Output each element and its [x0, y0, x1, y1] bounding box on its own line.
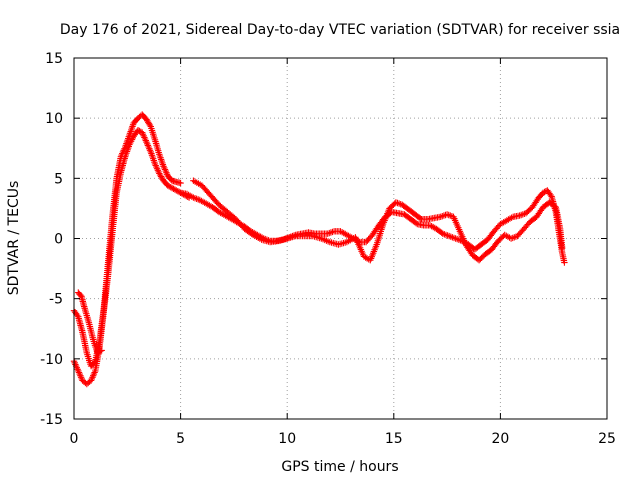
- y-tick-label: 5: [54, 171, 63, 187]
- y-tick-label: 0: [54, 232, 63, 248]
- x-tick-label: 10: [278, 431, 296, 447]
- y-tick-label: 10: [45, 111, 63, 127]
- x-tick-label: 25: [598, 431, 616, 447]
- y-tick-label: -5: [49, 292, 63, 308]
- y-tick-label: -10: [40, 352, 63, 368]
- series-sdtvar-trace-c: [75, 289, 105, 356]
- x-tick-label: 20: [491, 431, 509, 447]
- y-tick-label: 15: [45, 51, 63, 67]
- series-sdtvar-trace-e: [190, 177, 566, 264]
- y-tick-label: -15: [40, 412, 63, 428]
- tick-layer: 0 5 10 15 20 25 -15 -10 -5 0 5 10 15: [40, 51, 616, 447]
- x-tick-label: 5: [176, 431, 185, 447]
- x-tick-label: 15: [385, 431, 403, 447]
- chart-title: Day 176 of 2021, Sidereal Day-to-day VTE…: [60, 22, 620, 38]
- y-axis-label: SDTVAR / TECUs: [6, 181, 22, 296]
- x-tick-label: 0: [70, 431, 79, 447]
- data-point-markers: [75, 289, 105, 356]
- data-point-markers: [190, 177, 566, 264]
- x-axis-label: GPS time / hours: [281, 459, 398, 475]
